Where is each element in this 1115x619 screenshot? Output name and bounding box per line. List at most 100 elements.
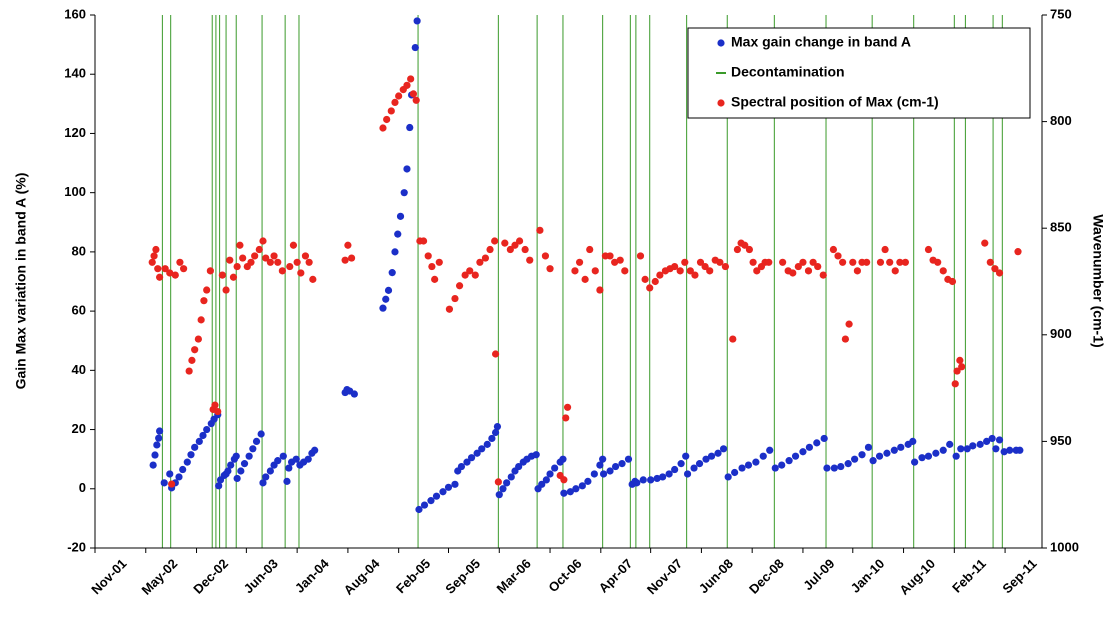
point (194, 335, 202, 343)
point (951, 380, 959, 388)
point (383, 115, 391, 124)
y-tick-label: 40 (72, 362, 86, 377)
point (148, 258, 156, 266)
point (491, 237, 499, 245)
point (785, 457, 793, 465)
point (395, 92, 403, 100)
point (411, 43, 419, 52)
point (400, 189, 408, 197)
point (409, 90, 418, 98)
point (981, 239, 989, 247)
point (387, 107, 395, 115)
point (599, 470, 608, 478)
point (875, 452, 884, 460)
y-tick-label: 20 (72, 421, 86, 436)
point (572, 485, 580, 493)
point (849, 258, 857, 266)
point (391, 98, 399, 107)
point (886, 258, 894, 266)
point (963, 445, 971, 453)
y-axis-label: Gain Max variation in band A (%) (13, 173, 29, 390)
point (478, 445, 486, 453)
point (473, 449, 481, 457)
point (344, 241, 352, 249)
point (391, 248, 399, 256)
x-tick-label: Feb-11 (949, 556, 989, 596)
x-tick-label: Jan-10 (848, 556, 888, 596)
y-tick-label: 140 (64, 66, 86, 81)
point (152, 245, 160, 254)
point (636, 252, 645, 260)
point (956, 356, 964, 364)
point (286, 262, 294, 271)
point (538, 480, 546, 488)
point (560, 489, 568, 497)
point (596, 461, 604, 469)
point (869, 457, 877, 465)
point (211, 401, 219, 409)
point (953, 367, 961, 375)
y2-axis-label: Wavenumber (cm-1) (1090, 214, 1106, 347)
legend-marker (717, 39, 725, 47)
point (958, 363, 966, 371)
point (229, 273, 238, 281)
x-tick-label: Feb-05 (393, 556, 433, 596)
point (218, 271, 226, 279)
point (641, 275, 649, 283)
point (606, 467, 614, 475)
point (633, 479, 641, 487)
point (166, 269, 174, 277)
point (896, 258, 904, 266)
point (791, 452, 800, 460)
point (424, 252, 432, 260)
point (745, 245, 754, 254)
point (515, 237, 524, 245)
point (262, 254, 270, 262)
y-tick-label: 80 (72, 243, 86, 258)
point (266, 467, 274, 475)
point (203, 425, 211, 434)
point (823, 464, 831, 472)
point (591, 267, 599, 275)
point (491, 350, 500, 358)
point (494, 478, 502, 486)
point (257, 430, 265, 438)
point (197, 316, 205, 324)
point (491, 428, 500, 437)
point (729, 335, 737, 343)
point (403, 165, 411, 173)
point (578, 482, 586, 490)
point (259, 479, 267, 487)
point (946, 440, 954, 448)
x-tick-label: Sep-11 (999, 556, 1039, 596)
point (995, 436, 1004, 444)
point (646, 284, 654, 292)
point (1000, 448, 1008, 456)
x-tick-label: Jan-04 (292, 555, 332, 595)
point (278, 267, 286, 275)
point (731, 468, 739, 477)
point (428, 262, 436, 271)
point (988, 434, 996, 443)
point (864, 443, 873, 451)
point (911, 458, 919, 466)
point (837, 462, 845, 471)
point (741, 241, 749, 249)
y2-tick-label: 800 (1050, 113, 1072, 128)
point (1014, 248, 1022, 256)
point (789, 269, 797, 277)
point (455, 282, 464, 290)
point (245, 452, 253, 460)
point (853, 267, 861, 275)
point (237, 467, 245, 475)
x-tick-label: Mar-06 (494, 556, 534, 596)
x-tick-label: Aug-10 (896, 556, 938, 598)
point (347, 254, 356, 262)
y-tick-label: 0 (79, 480, 86, 495)
point (681, 258, 689, 266)
point (293, 258, 301, 266)
point (841, 335, 850, 343)
point (274, 457, 282, 465)
point (695, 460, 704, 468)
point (515, 462, 523, 471)
